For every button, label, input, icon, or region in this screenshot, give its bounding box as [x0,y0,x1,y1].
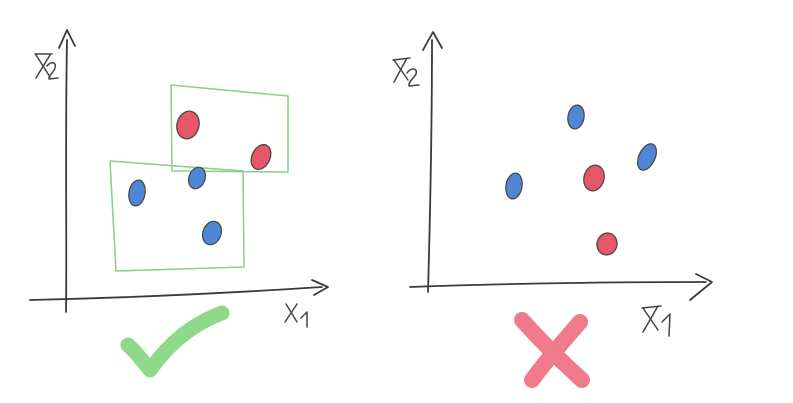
left-x-axis [29,286,323,301]
blue-point [636,143,658,171]
left-points [128,110,272,246]
cross-mark-icon [514,312,590,388]
blue-point [505,172,523,200]
left-x-axis-label [284,303,308,328]
red-point [176,110,200,140]
left-y-axis [65,39,68,313]
blue-point [201,220,223,246]
lower-left-box [109,160,245,272]
blue-point [187,166,207,190]
right-panel [392,31,713,388]
right-y-axis-label [392,57,420,87]
red-point [583,164,605,192]
right-points [505,104,658,256]
left-panel [29,29,329,378]
left-x-axis-arrowhead [311,279,329,296]
left-y-axis-arrowhead [58,29,76,49]
right-x-axis-arrowhead [689,273,713,301]
check-mark-icon [120,305,230,378]
right-y-axis [427,39,433,293]
blue-point [567,104,585,130]
red-point [250,143,272,171]
right-x-axis [409,281,707,288]
left-y-axis-label [34,53,59,80]
right-x-axis-label [641,305,671,337]
blue-point [128,179,146,207]
upper-right-box [170,84,289,173]
red-point [596,232,618,256]
right-y-axis-arrowhead [422,31,443,51]
